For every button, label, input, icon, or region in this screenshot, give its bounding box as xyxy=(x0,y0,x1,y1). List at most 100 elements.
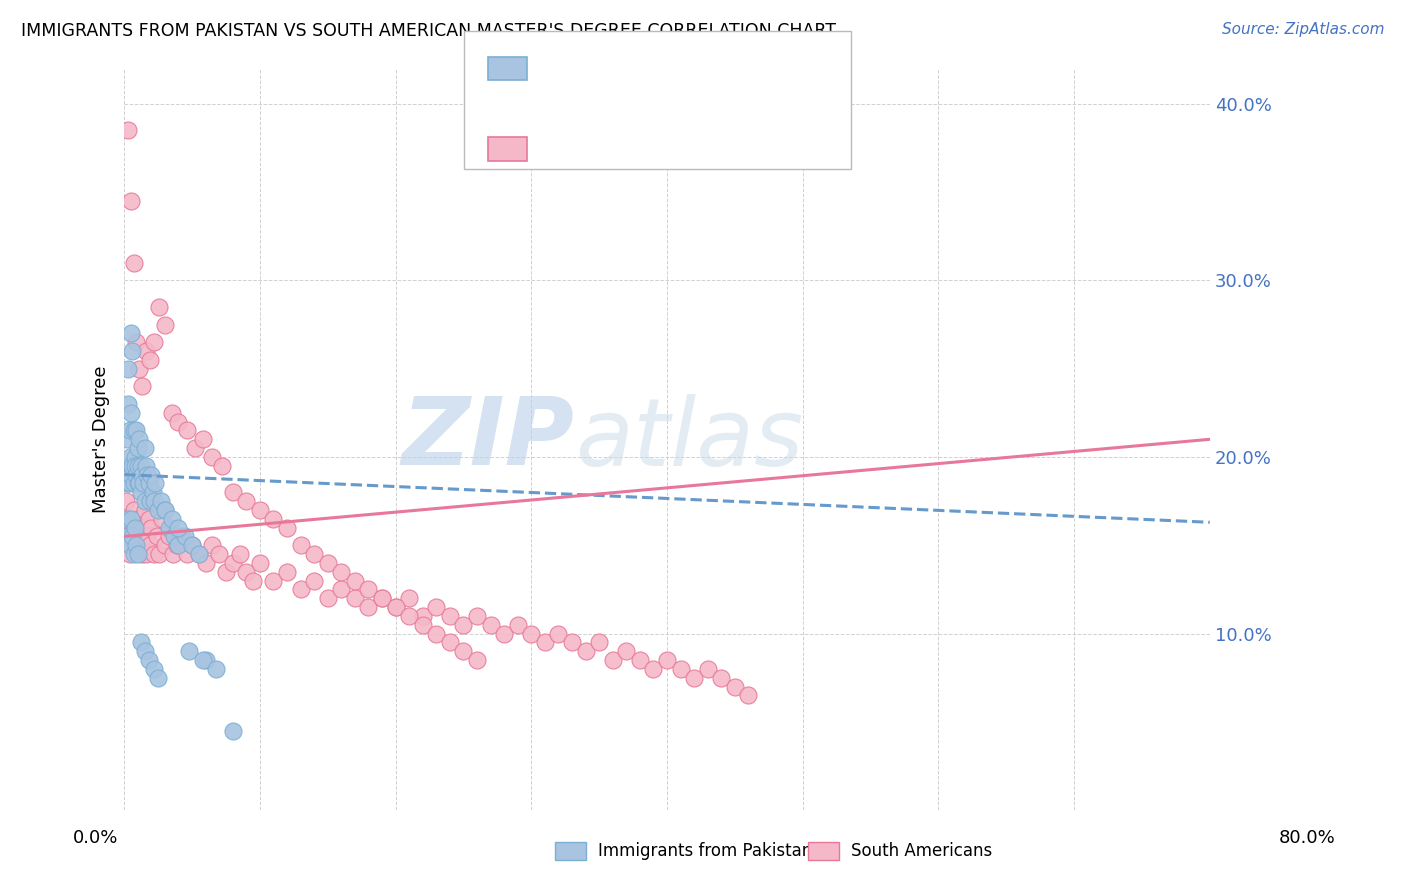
Point xyxy=(132,529,155,543)
Point xyxy=(737,689,759,703)
Point xyxy=(132,476,155,491)
Point xyxy=(614,644,637,658)
Point xyxy=(127,476,149,491)
Point xyxy=(153,318,176,332)
Point xyxy=(201,450,224,464)
Point xyxy=(128,476,150,491)
Point xyxy=(120,512,142,526)
Text: South Americans: South Americans xyxy=(851,842,991,860)
Point xyxy=(465,608,488,623)
Point xyxy=(371,591,394,606)
Point xyxy=(263,512,285,526)
Point xyxy=(160,512,183,526)
Point xyxy=(157,529,180,543)
Point xyxy=(143,547,166,561)
Text: Source: ZipAtlas.com: Source: ZipAtlas.com xyxy=(1222,22,1385,37)
Point xyxy=(118,476,141,491)
Point xyxy=(191,433,214,447)
Point xyxy=(134,644,156,658)
Point xyxy=(153,503,176,517)
Point xyxy=(115,433,138,447)
Point xyxy=(141,467,163,482)
Point xyxy=(120,326,142,341)
Point xyxy=(724,680,747,694)
Text: -0.031: -0.031 xyxy=(581,51,645,69)
Point xyxy=(453,644,475,658)
Point xyxy=(187,547,209,561)
Point xyxy=(117,397,139,411)
Point xyxy=(643,662,665,676)
Text: N =: N = xyxy=(647,131,699,149)
Point xyxy=(115,512,138,526)
Point xyxy=(162,547,184,561)
Point xyxy=(127,512,149,526)
Point xyxy=(136,467,159,482)
Point xyxy=(181,538,204,552)
Text: N =: N = xyxy=(647,51,699,69)
Point xyxy=(174,529,197,543)
Point xyxy=(211,458,233,473)
Point xyxy=(167,538,190,552)
Point xyxy=(122,476,145,491)
Point xyxy=(121,529,143,543)
Point xyxy=(117,458,139,473)
Point xyxy=(146,503,169,517)
Point xyxy=(125,538,148,552)
Point xyxy=(357,582,380,597)
Point xyxy=(167,415,190,429)
Point xyxy=(179,644,201,658)
Point xyxy=(343,591,366,606)
Point xyxy=(276,520,298,534)
Text: 114: 114 xyxy=(688,131,725,149)
Point xyxy=(135,458,157,473)
Point xyxy=(120,467,142,482)
Point xyxy=(228,547,250,561)
Point xyxy=(343,574,366,588)
Point xyxy=(139,494,162,508)
Point xyxy=(131,467,153,482)
Point xyxy=(290,582,312,597)
Point xyxy=(465,653,488,667)
Point xyxy=(181,538,204,552)
Point xyxy=(117,123,139,137)
Point xyxy=(170,529,193,543)
Y-axis label: Master's Degree: Master's Degree xyxy=(93,366,110,513)
Point xyxy=(122,424,145,438)
Point xyxy=(114,458,136,473)
Point xyxy=(148,300,170,314)
Point xyxy=(115,529,138,543)
Point xyxy=(166,538,188,552)
Point xyxy=(121,529,143,543)
Point xyxy=(134,441,156,455)
Point xyxy=(134,494,156,508)
Point xyxy=(561,635,583,649)
Point xyxy=(398,591,420,606)
Point xyxy=(222,723,245,738)
Point xyxy=(235,565,257,579)
Point xyxy=(655,653,678,667)
Point xyxy=(129,458,152,473)
Point xyxy=(187,547,209,561)
Point xyxy=(439,608,461,623)
Point xyxy=(118,547,141,561)
Point xyxy=(194,653,217,667)
Point xyxy=(128,433,150,447)
Point xyxy=(117,529,139,543)
Point xyxy=(153,538,176,552)
Point xyxy=(201,538,224,552)
Point xyxy=(128,361,150,376)
Point xyxy=(125,520,148,534)
Point xyxy=(176,424,198,438)
Point xyxy=(222,556,245,570)
Point xyxy=(118,538,141,552)
Point xyxy=(194,556,217,570)
Point xyxy=(141,520,163,534)
Point xyxy=(143,662,166,676)
Point xyxy=(574,644,596,658)
Point xyxy=(384,600,406,615)
Text: Immigrants from Pakistan: Immigrants from Pakistan xyxy=(598,842,811,860)
Point xyxy=(127,458,149,473)
Point xyxy=(117,512,139,526)
Text: atlas: atlas xyxy=(575,393,803,485)
Point xyxy=(506,617,529,632)
